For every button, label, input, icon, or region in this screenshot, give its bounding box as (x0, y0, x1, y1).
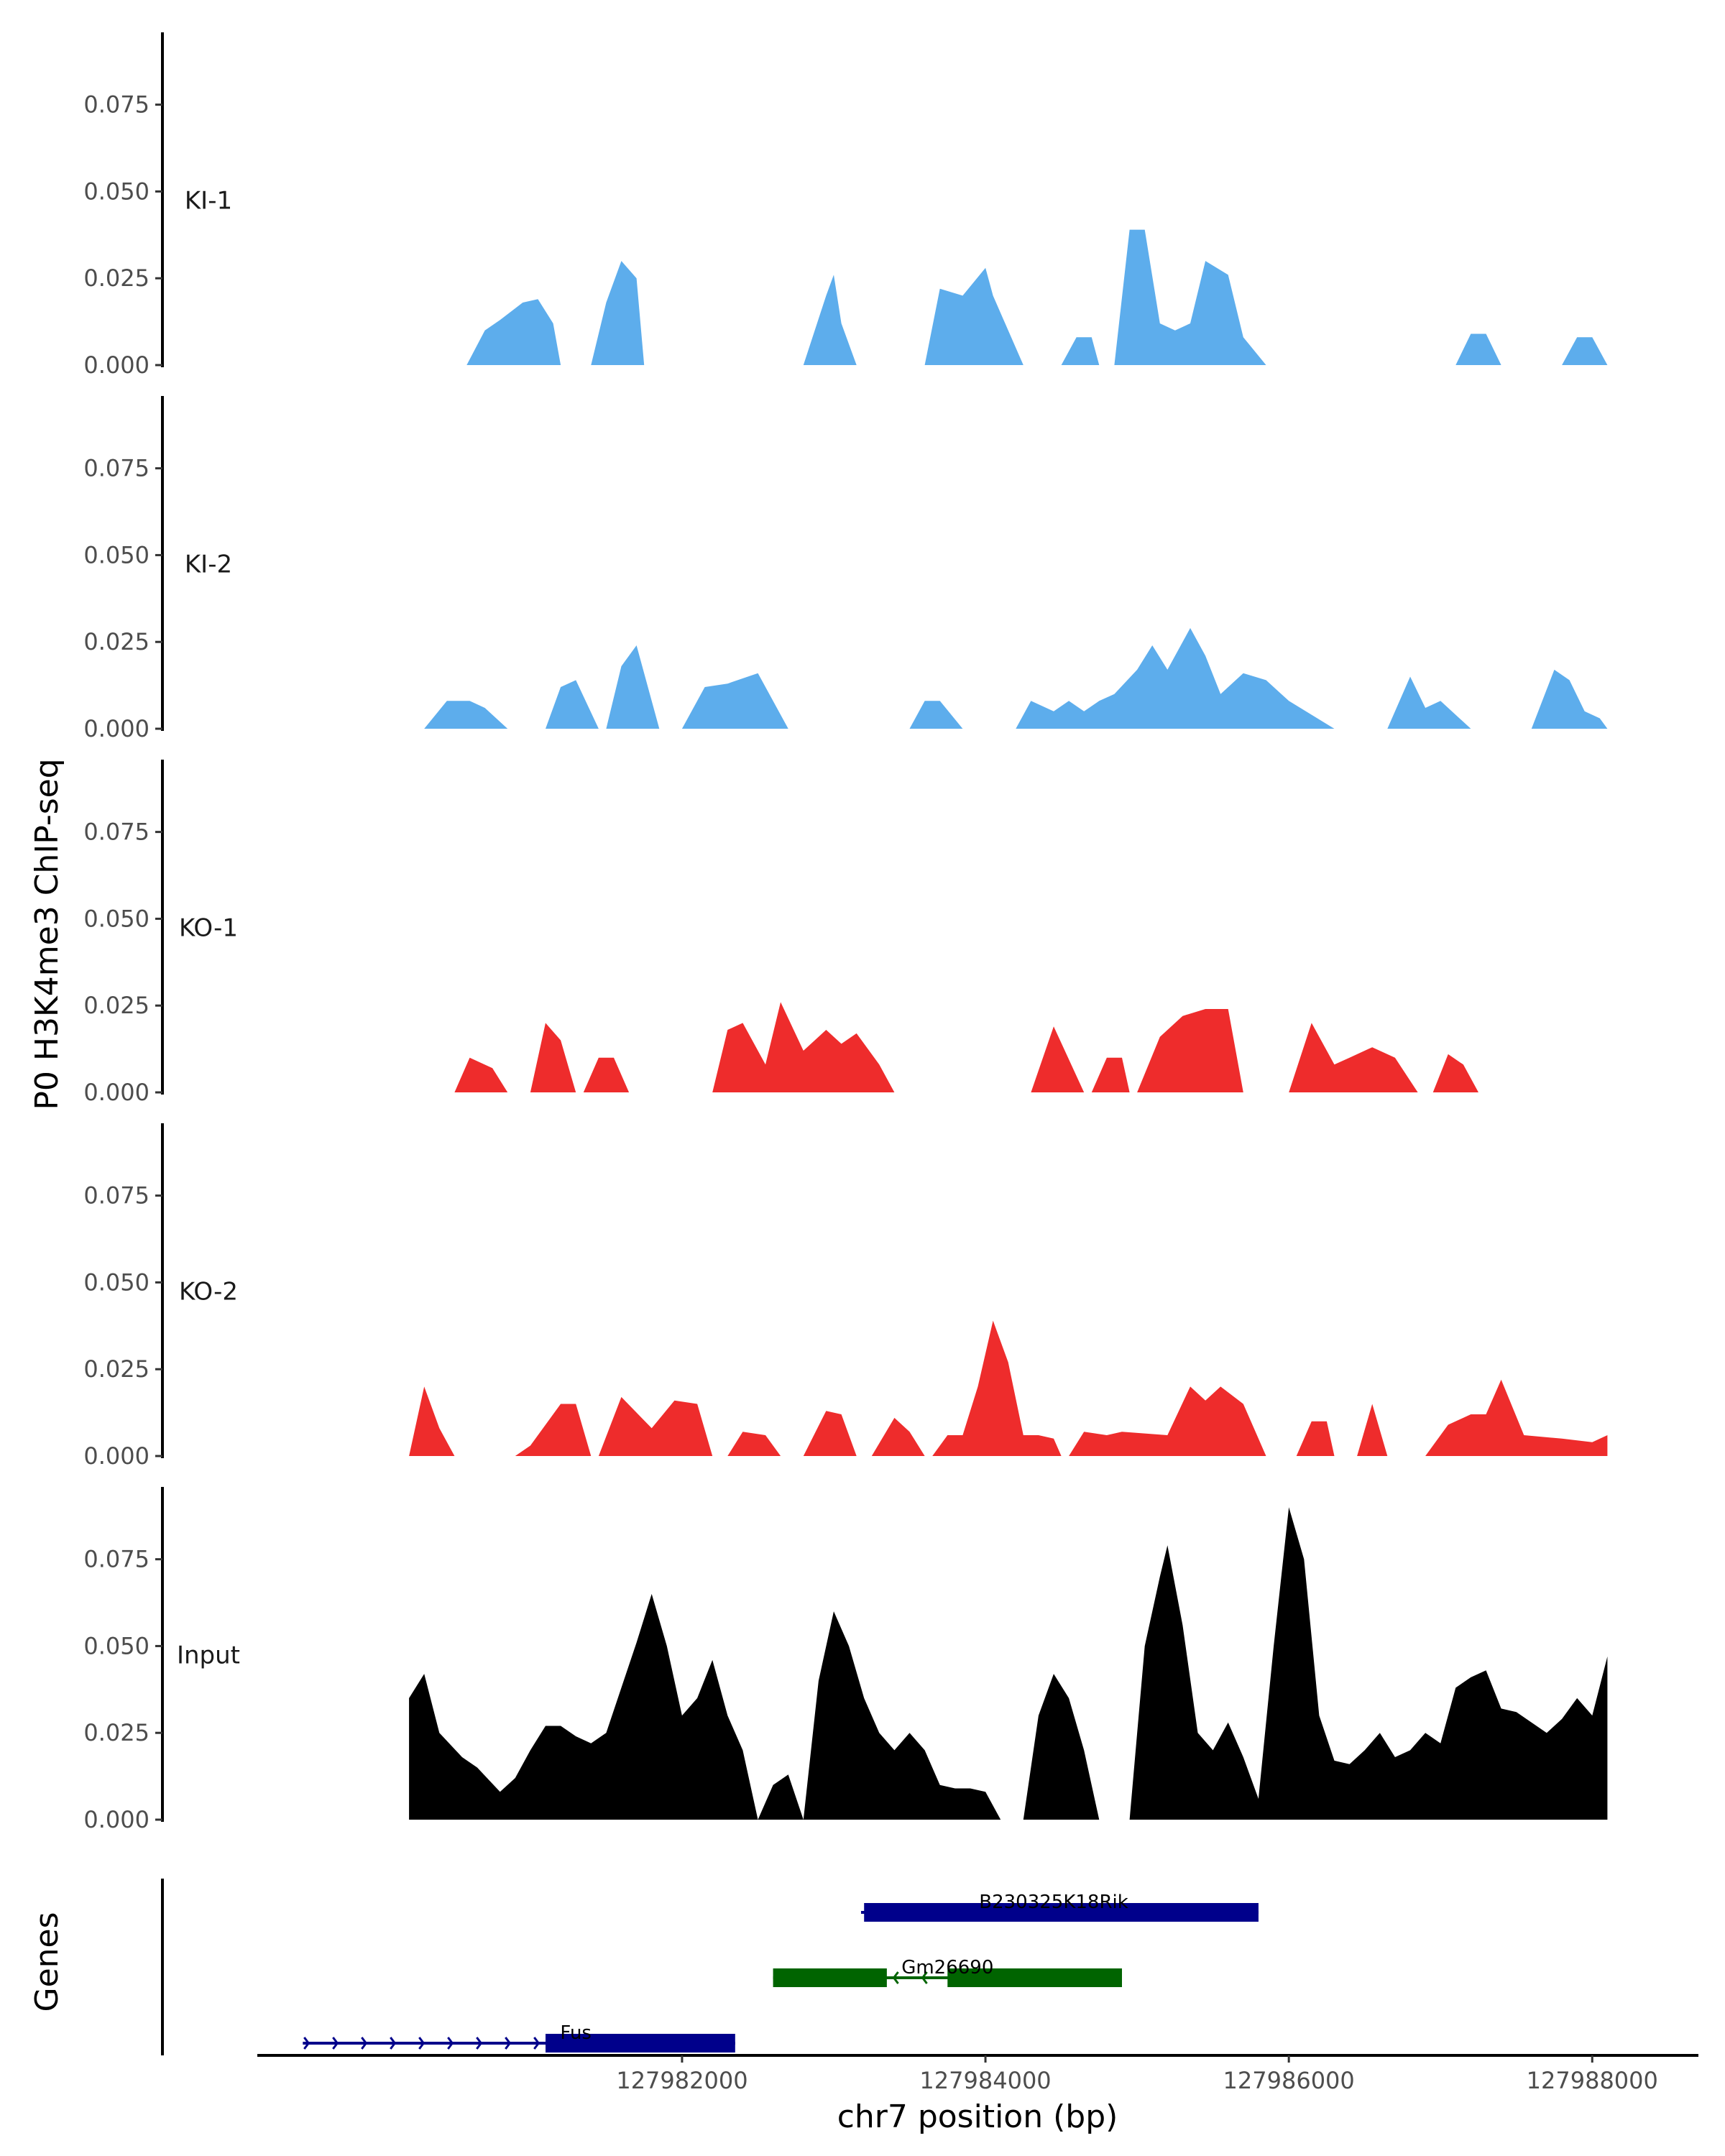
gene-fus: Fus (303, 2022, 735, 2053)
track-label-ki-2: KI-2 (185, 550, 232, 579)
strand-arrow (361, 2037, 368, 2050)
track-label-input: Input (177, 1641, 240, 1670)
x-tick-label: 127982000 (616, 2067, 748, 2094)
coverage-area-ki-1 (466, 229, 1608, 365)
y-tick-label: 0.000 (83, 715, 150, 742)
strand-arrow (533, 2037, 540, 2050)
strand-arrow (390, 2037, 397, 2050)
strand-arrow (447, 2037, 454, 2050)
gene-label: Fus (560, 2022, 592, 2044)
gene-gm26690: Gm26690 (773, 1957, 1122, 1987)
panel-input: 0.000 0.025 0.050 0.075 Input (83, 1487, 1608, 1833)
panel-ki-2: 0.000 0.025 0.050 0.075 KI-2 (83, 396, 1608, 742)
y-tick-label: 0.000 (83, 351, 150, 379)
track-label-ko-2: KO-2 (179, 1278, 238, 1307)
y-tick-label: 0.000 (83, 1079, 150, 1106)
track-label-ko-1: KO-1 (179, 914, 238, 943)
strand-arrow (892, 1971, 899, 1984)
y-tick-label: 0.075 (83, 91, 150, 119)
y-tick-label: 0.050 (83, 905, 150, 932)
coverage-area-ko-2 (409, 1320, 1608, 1456)
y-tick-label: 0.050 (83, 178, 150, 205)
strand-arrow (332, 2037, 339, 2050)
strand-arrow (505, 2037, 512, 2050)
x-axis: 127982000 127984000 127986000 127988000 (257, 2054, 1698, 2094)
y-tick-label: 0.025 (83, 992, 150, 1019)
gene-exon (864, 1903, 1259, 1922)
track-label-ki-1: KI-1 (185, 187, 232, 216)
y-tick-label: 0.025 (83, 264, 150, 292)
y-tick-label: 0.050 (83, 541, 150, 568)
y-tick-label: 0.025 (83, 628, 150, 655)
gene-exon (773, 1968, 887, 1987)
gene-label: B230325K18Rik (979, 1892, 1128, 1913)
panel-ko-2: 0.000 0.025 0.050 0.075 KO-2 (83, 1123, 1608, 1470)
y-tick-label: 0.050 (83, 1632, 150, 1659)
coverage-area-ko-1 (454, 1002, 1478, 1092)
y-axis-title: P0 H3K4me3 ChIP-seq (29, 758, 65, 1110)
coverage-area-ki-2 (424, 627, 1608, 729)
gene-exon (947, 1968, 1122, 1987)
x-tick-label: 127988000 (1527, 2067, 1658, 2094)
panel-ko-1: 0.000 0.025 0.050 0.075 KO-1 (83, 760, 1478, 1106)
x-tick-label: 127984000 (919, 2067, 1051, 2094)
y-tick-label: 0.000 (83, 1442, 150, 1470)
x-tick-label: 127986000 (1223, 2067, 1355, 2094)
gene-b230325k18rik: B230325K18Rik (860, 1892, 1259, 1922)
strand-arrow (418, 2037, 426, 2050)
genes-panel: B230325K18Rik Gm26690 Fus (161, 1879, 1259, 2055)
gene-label: Gm26690 (901, 1957, 993, 1978)
y-tick-label: 0.000 (83, 1806, 150, 1833)
y-tick-label: 0.025 (83, 1719, 150, 1746)
y-tick-label: 0.075 (83, 1182, 150, 1210)
strand-arrow (476, 2037, 483, 2050)
coverage-area-input (409, 1507, 1608, 1820)
gene-exon (546, 2034, 735, 2053)
coverage-panels: 0.0000.0250.0500.075KI-10.0000.0250.0500… (83, 32, 1608, 1833)
x-axis-title: chr7 position (bp) (837, 2099, 1118, 2135)
y-tick-label: 0.075 (83, 1546, 150, 1573)
strand-arrow (303, 2037, 310, 2050)
panel-ki-1: 0.000 0.025 0.050 0.075 KI-1 (83, 32, 1608, 379)
y-tick-label: 0.075 (83, 455, 150, 482)
genes-track-title: Genes (29, 1912, 65, 2012)
y-tick-label: 0.050 (83, 1268, 150, 1296)
y-tick-label: 0.075 (83, 819, 150, 846)
strand-arrow (921, 1971, 928, 1984)
y-tick-label: 0.025 (83, 1355, 150, 1383)
